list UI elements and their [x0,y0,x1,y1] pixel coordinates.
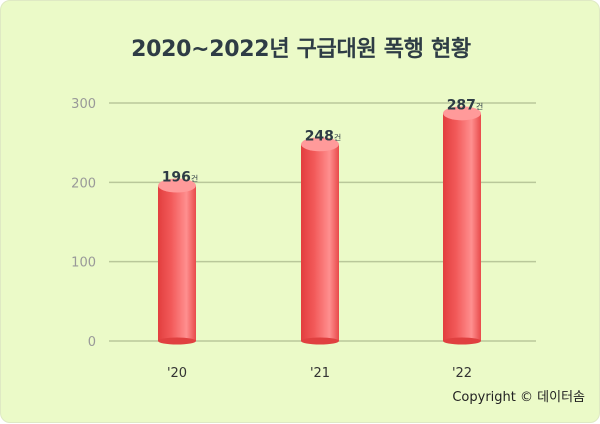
x-tick-label: '22 [452,366,472,381]
y-tick-label: 0 [88,335,96,350]
copyright-source: Copyright © 데이터솜 [452,390,585,405]
chart-title: 2020~2022년 구급대원 폭행 현황 [131,37,471,62]
bar-top [301,137,339,152]
value-label: 196건 [162,170,199,186]
bar [443,106,481,345]
value-label: 248건 [305,128,342,144]
x-tick-label: '21 [310,366,330,381]
bar-base [443,337,481,345]
bar-body [158,185,196,341]
bar-top [158,178,196,193]
y-tick-label: 200 [71,176,96,191]
value-label: 287건 [447,97,484,113]
bar [158,178,196,345]
y-tick-label: 100 [71,256,96,271]
bar-body [301,144,339,341]
bar [301,137,339,345]
x-tick-label: '20 [167,366,187,381]
bar-top [443,106,481,121]
y-tick-label: 300 [71,97,96,112]
bar-base [301,337,339,345]
bar-base [158,337,196,345]
bar-body [443,113,481,342]
